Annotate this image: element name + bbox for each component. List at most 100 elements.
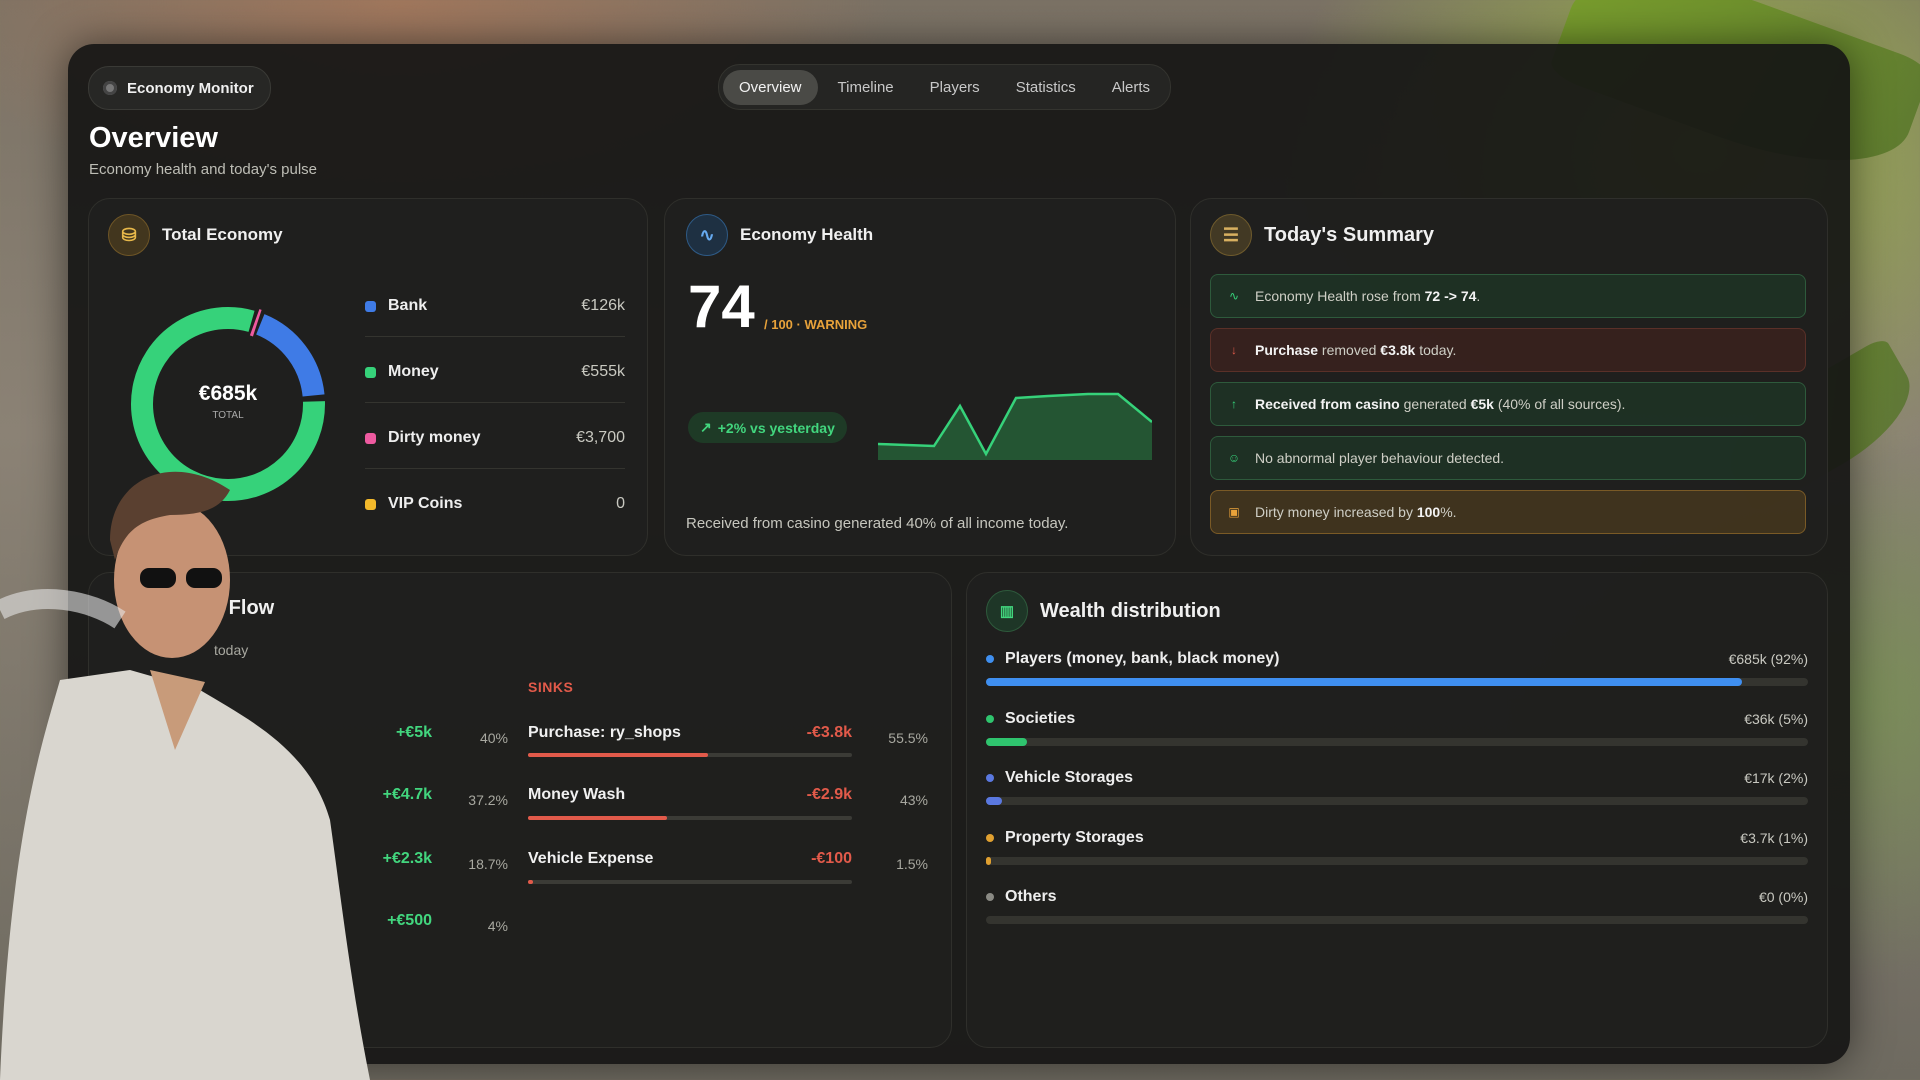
wealth-value: €3.7k (1%) xyxy=(1740,830,1808,846)
summary-text: Purchase removed €3.8k today. xyxy=(1255,342,1457,358)
summary-text: No abnormal player behaviour detected. xyxy=(1255,450,1505,466)
wallet-icon: ▣ xyxy=(1228,505,1240,519)
trend-up-icon: ↗ xyxy=(700,419,712,435)
tab-timeline[interactable]: Timeline xyxy=(837,78,894,96)
total-economy-title: Total Economy xyxy=(162,225,283,244)
legend-value: €555k xyxy=(581,363,625,380)
summary-text: Dirty money increased by 100%. xyxy=(1255,504,1457,520)
legend-swatch xyxy=(365,300,376,312)
sink-value: -€3.8k xyxy=(806,724,852,741)
tab-alerts[interactable]: Alerts xyxy=(1111,78,1151,96)
coins-icon: ⛁ xyxy=(108,214,150,256)
money-flow-subtitle: today xyxy=(214,642,249,658)
legend-money: Money €555k xyxy=(365,360,625,403)
legend-value: €126k xyxy=(581,297,625,314)
donut-segment-bank xyxy=(255,314,325,397)
economy-health-header: ∿ Economy Health xyxy=(686,214,873,256)
brand-icon xyxy=(103,81,117,95)
economy-donut-chart xyxy=(131,307,325,501)
wealth-row: Players (money, bank, black money) €685k … xyxy=(986,650,1808,686)
donut-total-label: TOTAL xyxy=(212,410,244,421)
wealth-label: Others xyxy=(1005,888,1057,905)
health-score: 74 xyxy=(688,273,755,340)
wealth-bar xyxy=(986,857,1808,865)
wealth-row: Others €0 (0%) xyxy=(986,888,1808,924)
sink-value: -€100 xyxy=(811,850,852,867)
change-text: +2% vs yesterday xyxy=(717,419,835,436)
wealth-row: Property Storages €3.7k (1%) xyxy=(986,829,1808,865)
arrow-down-icon: ↓ xyxy=(1231,343,1237,357)
app-name: Economy Monitor xyxy=(127,79,254,97)
summary-text: Economy Health rose from 72 -> 74. xyxy=(1255,288,1481,304)
wealth-bar xyxy=(986,738,1808,746)
wealth-label: Property Storages xyxy=(1005,829,1144,846)
donut-segment-money xyxy=(131,307,325,501)
legend-vip-coins: VIP Coins 0 xyxy=(365,492,625,534)
wealth-label: Players (money, bank, black money) xyxy=(1005,650,1280,667)
legend-label: Money xyxy=(388,363,439,380)
wealth-value: €17k (2%) xyxy=(1744,770,1808,786)
pulse-icon: ∿ xyxy=(686,214,728,256)
summary-item: ☺ No abnormal player behaviour detected. xyxy=(1210,436,1806,480)
wealth-row: Societies €36k (5%) xyxy=(986,710,1808,746)
source-pct: 37.2% xyxy=(468,792,508,808)
sink-value: -€2.9k xyxy=(806,786,852,803)
summary-item: ∿ Economy Health rose from 72 -> 74. xyxy=(1210,274,1806,318)
legend-value: €3,700 xyxy=(576,429,625,446)
source-value: +€2.3k xyxy=(382,850,432,867)
summary-text: Received from casino generated €5k (40% … xyxy=(1255,396,1626,412)
wealth-bar xyxy=(986,797,1808,805)
sink-bar xyxy=(528,753,852,757)
economy-health-title: Economy Health xyxy=(740,225,874,244)
wealth-row: Vehicle Storages €17k (2%) xyxy=(986,769,1808,805)
source-value: +€500 xyxy=(387,912,432,929)
health-note: Received from casino generated 40% of al… xyxy=(686,515,1069,532)
source-value: +€4.7k xyxy=(382,786,432,803)
app-brand: Economy Monitor xyxy=(88,66,271,110)
summary-item: ▣ Dirty money increased by 100%. xyxy=(1210,490,1806,534)
economy-health-card xyxy=(664,198,1176,556)
legend-swatch xyxy=(365,432,376,444)
source-pct: 18.7% xyxy=(468,856,508,872)
legend-label: Bank xyxy=(388,297,428,314)
donut-total-value: €685k xyxy=(198,382,258,405)
legend-value: 0 xyxy=(616,495,625,512)
legend-swatch xyxy=(365,366,376,378)
wealth-label: Vehicle Storages xyxy=(1005,769,1134,786)
donut-segment-dirty-money xyxy=(249,309,262,337)
tab-players[interactable]: Players xyxy=(929,78,980,96)
money-flow-title: y Flow xyxy=(212,597,275,619)
page-title: Overview xyxy=(89,122,218,154)
legend-dirty-money: Dirty money €3,700 xyxy=(365,426,625,469)
wealth-distribution-title: Wealth distribution xyxy=(1040,599,1221,622)
wealth-bar xyxy=(986,916,1808,924)
arrow-up-icon: ↑ xyxy=(1231,397,1237,411)
todays-summary-title: Today's Summary xyxy=(1264,223,1434,246)
summary-item: ↑ Received from casino generated €5k (40… xyxy=(1210,382,1806,426)
legend-label: VIP Coins xyxy=(388,495,463,512)
pulse-icon: ∿ xyxy=(1228,289,1240,303)
source-pct: 4% xyxy=(487,918,508,934)
sink-pct: 1.5% xyxy=(896,856,928,872)
health-change-badge: ↗ +2% vs yesterday xyxy=(688,412,847,443)
users-icon: ☺ xyxy=(1227,451,1241,465)
tab-bar: Overview Timeline Players Statistics Ale… xyxy=(718,64,1172,110)
tab-statistics[interactable]: Statistics xyxy=(1015,78,1076,96)
sink-pct: 43% xyxy=(899,792,928,808)
bar-chart-icon: ▥ xyxy=(986,590,1028,632)
sink-label: Purchase: ry_shops xyxy=(528,724,681,741)
todays-summary-header: ☰ Today's Summary xyxy=(1210,214,1434,256)
tab-overview[interactable]: Overview xyxy=(723,69,818,105)
wealth-dot xyxy=(986,834,994,842)
wealth-dot xyxy=(986,774,994,782)
legend-label: Dirty money xyxy=(388,429,481,446)
health-status: / 100 · WARNING xyxy=(764,317,868,332)
wealth-distribution-card xyxy=(966,572,1828,1048)
sinks-heading: SINKS xyxy=(528,679,574,695)
sink-label: Money Wash xyxy=(528,786,626,803)
wealth-value: €36k (5%) xyxy=(1744,711,1808,727)
wealth-dot xyxy=(986,715,994,723)
wealth-dot xyxy=(986,655,994,663)
character-illustration xyxy=(0,471,370,1080)
summary-item: ↓ Purchase removed €3.8k today. xyxy=(1210,328,1806,372)
